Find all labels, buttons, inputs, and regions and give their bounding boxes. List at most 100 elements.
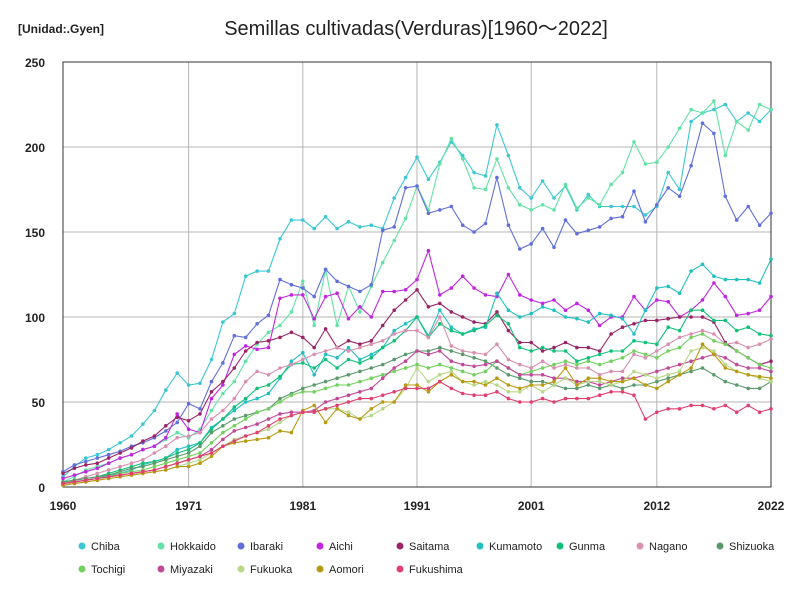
data-point — [335, 345, 339, 350]
legend-item-miyazaki[interactable]: Miyazaki — [157, 564, 213, 576]
legend-label: Tochigi — [91, 564, 125, 576]
data-point — [700, 315, 705, 319]
x-tick-label: 1971 — [175, 499, 202, 513]
data-point — [552, 298, 556, 302]
data-point — [712, 318, 716, 323]
data-point — [689, 308, 693, 313]
legend-item-chiba[interactable]: Chiba — [78, 541, 121, 553]
data-point — [529, 208, 533, 212]
data-point — [643, 213, 648, 217]
legend-label: Fukuoka — [250, 564, 293, 576]
legend-item-aomori[interactable]: Aomori — [316, 564, 364, 576]
data-point — [518, 247, 522, 251]
data-point — [734, 313, 739, 318]
data-point — [346, 393, 351, 398]
data-point — [346, 400, 351, 404]
legend-item-kumamoto[interactable]: Kumamoto — [476, 541, 543, 553]
data-point — [346, 413, 351, 418]
grid — [62, 61, 772, 488]
legend-label: Shizuoka — [729, 541, 775, 553]
data-point — [632, 376, 636, 381]
data-point — [358, 342, 362, 347]
data-point — [495, 157, 499, 161]
data-point — [255, 369, 259, 374]
data-point — [392, 328, 397, 333]
data-point — [483, 293, 488, 297]
data-point — [232, 429, 237, 433]
legend-item-fukushima[interactable]: Fukushima — [396, 564, 464, 576]
data-point — [95, 452, 100, 457]
data-point — [438, 362, 442, 367]
legend-item-shizuoka[interactable]: Shizuoka — [716, 541, 776, 553]
data-point — [369, 315, 374, 319]
data-point — [175, 451, 179, 455]
data-point — [483, 369, 488, 374]
legend-label: Ibaraki — [250, 541, 283, 553]
data-point — [426, 248, 431, 253]
data-point — [769, 376, 773, 381]
data-point — [666, 170, 670, 175]
data-point — [643, 373, 648, 377]
data-point — [597, 323, 602, 328]
legend-item-saitama[interactable]: Saitama — [396, 541, 451, 553]
data-point — [518, 362, 522, 367]
data-point — [575, 383, 579, 387]
legend-item-aichi[interactable]: Aichi — [316, 541, 353, 553]
data-point — [255, 396, 259, 401]
data-point — [312, 366, 317, 370]
data-point — [312, 352, 317, 357]
data-point — [129, 434, 134, 438]
data-point — [221, 391, 225, 396]
data-point — [757, 374, 762, 379]
data-point — [700, 111, 705, 115]
data-point — [552, 379, 556, 384]
data-point — [689, 349, 693, 353]
legend-item-ibaraki[interactable]: Ibaraki — [237, 541, 284, 553]
data-point — [540, 379, 545, 384]
data-point — [335, 356, 339, 360]
data-point — [700, 403, 705, 408]
data-point — [403, 216, 408, 221]
legend-item-fukuoka[interactable]: Fukuoka — [237, 564, 294, 576]
data-point — [620, 170, 625, 175]
data-point — [677, 335, 682, 340]
data-point — [392, 400, 397, 404]
data-point — [723, 356, 728, 360]
data-point — [620, 214, 625, 219]
data-point — [495, 291, 499, 296]
legend-marker — [396, 565, 404, 573]
legend-item-hokkaido[interactable]: Hokkaido — [157, 541, 216, 553]
data-point — [632, 204, 636, 209]
data-point — [335, 383, 339, 387]
legend-item-nagano[interactable]: Nagano — [636, 541, 688, 553]
data-point — [346, 339, 351, 343]
legend-item-gunma[interactable]: Gunma — [556, 541, 606, 553]
data-point — [118, 451, 122, 455]
data-point — [552, 196, 556, 200]
data-point — [597, 386, 602, 391]
x-tick-label: 2001 — [518, 499, 545, 513]
legend-label: Gunma — [569, 541, 606, 553]
data-point — [186, 434, 191, 438]
chart-title: Semillas cultivadas(Verduras)[1960～2022] — [224, 18, 608, 40]
data-point — [186, 447, 191, 452]
data-point — [655, 376, 659, 381]
data-point — [700, 262, 705, 267]
data-point — [323, 357, 328, 362]
data-point — [278, 429, 282, 433]
data-point — [723, 102, 728, 107]
data-point — [141, 458, 145, 462]
data-point — [563, 349, 568, 353]
data-point — [506, 153, 511, 158]
data-point — [232, 396, 237, 401]
data-point — [415, 383, 419, 387]
legend-item-tochigi[interactable]: Tochigi — [78, 564, 126, 576]
data-point — [677, 328, 682, 333]
data-point — [369, 396, 374, 401]
data-point — [518, 386, 522, 391]
data-point — [358, 305, 362, 309]
data-point — [209, 430, 214, 435]
data-point — [734, 362, 739, 367]
x-tick-label: 2022 — [758, 499, 785, 513]
data-point — [289, 413, 294, 418]
